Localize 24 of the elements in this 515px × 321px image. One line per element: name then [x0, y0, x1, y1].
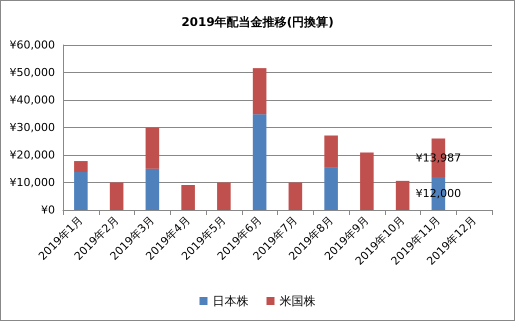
bar [74, 161, 88, 172]
legend-label: 日本株 [212, 294, 248, 308]
bar [288, 182, 302, 210]
chart-title: 2019年配当金推移(円換算) [181, 15, 334, 29]
bar [181, 184, 195, 210]
y-tick-label: ¥30,000 [10, 121, 55, 134]
bar [74, 172, 88, 210]
bar [324, 135, 338, 168]
y-tick-label: ¥60,000 [10, 38, 55, 52]
bar [360, 152, 374, 210]
bar [252, 114, 266, 210]
y-tick-label: ¥20,000 [10, 148, 55, 162]
y-tick-label: ¥0 [41, 204, 55, 216]
bar [324, 167, 338, 210]
bar [252, 68, 266, 114]
bar [217, 182, 231, 210]
y-tick-label: ¥40,000 [10, 94, 55, 106]
y-tick-label: ¥50,000 [10, 66, 55, 79]
bar [146, 168, 160, 210]
bar [396, 180, 410, 210]
bar [110, 182, 124, 210]
y-tick-label: ¥10,000 [10, 176, 55, 189]
bar [146, 128, 160, 169]
legend-label: 米国株 [280, 294, 316, 308]
